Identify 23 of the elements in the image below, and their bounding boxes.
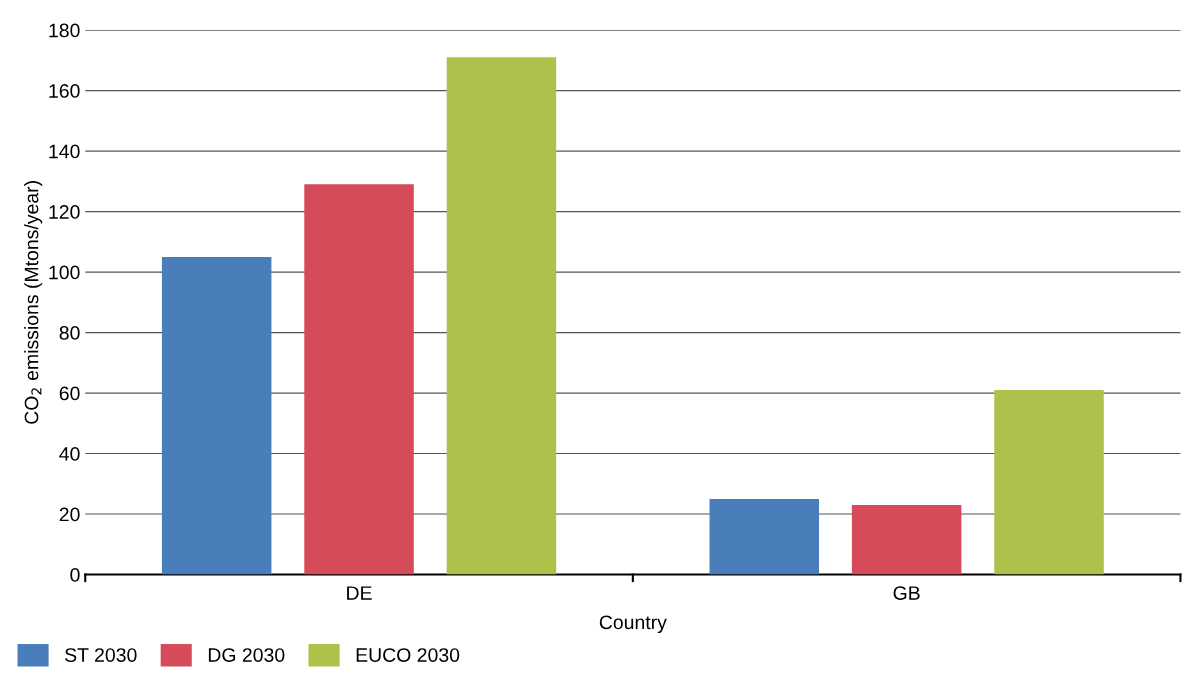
y-tick-label: 160	[49, 84, 80, 98]
legend-label: ST 2030	[65, 648, 137, 662]
y-tick-label: 140	[49, 144, 80, 159]
x-tick-label: GB	[893, 586, 920, 600]
y-tick-label: 100	[49, 265, 80, 280]
y-tick-label: 60	[59, 386, 80, 401]
y-tick-label: 40	[59, 447, 80, 461]
y-tick-label: 20	[59, 507, 80, 522]
y-tick-label: 180	[49, 23, 80, 38]
bar	[709, 498, 820, 575]
x-axis-title: Country	[599, 615, 667, 634]
bar	[994, 390, 1104, 575]
y-tick-label: 0	[70, 568, 80, 582]
y-tick-label: 80	[59, 326, 80, 340]
legend-label: EUCO 2030	[356, 648, 460, 662]
x-tick-label: DE	[347, 586, 372, 600]
legend-label: DG 2030	[208, 648, 285, 662]
y-axis-title: CO$_{2}$ emissions (Mtons/year)	[24, 181, 43, 424]
bar	[161, 256, 272, 575]
bar	[851, 504, 962, 575]
y-tick-label: 120	[49, 205, 80, 219]
bar	[446, 57, 557, 575]
bar	[304, 184, 414, 575]
